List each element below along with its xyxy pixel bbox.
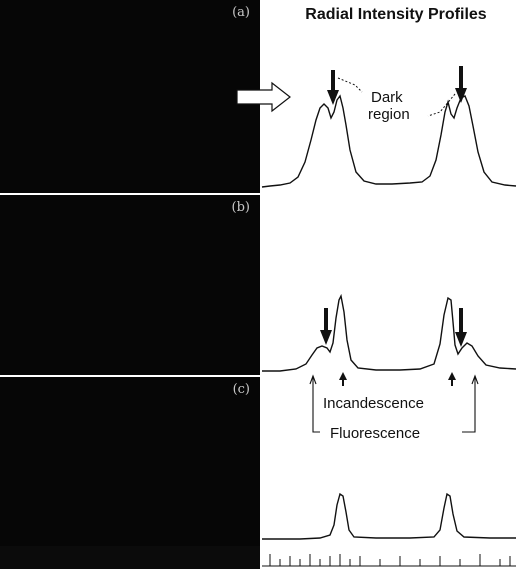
incandescence-marker-left [339,372,347,386]
dark-arrow-b-right [455,308,467,347]
dark-region-label-line1: Dark [368,89,410,106]
dark-arrow-b-left [320,308,332,345]
profile-b [262,296,516,371]
incandescence-marker-right [448,372,456,386]
incandescence-label: Incandescence [323,395,424,412]
profile-c [262,494,516,539]
dark-region-label: Dark region [368,89,410,123]
scale-ruler [0,546,518,569]
pointer-arrow [237,83,290,111]
dark-region-label-line2: region [368,106,410,123]
fluorescence-label: Fluorescence [330,425,420,442]
